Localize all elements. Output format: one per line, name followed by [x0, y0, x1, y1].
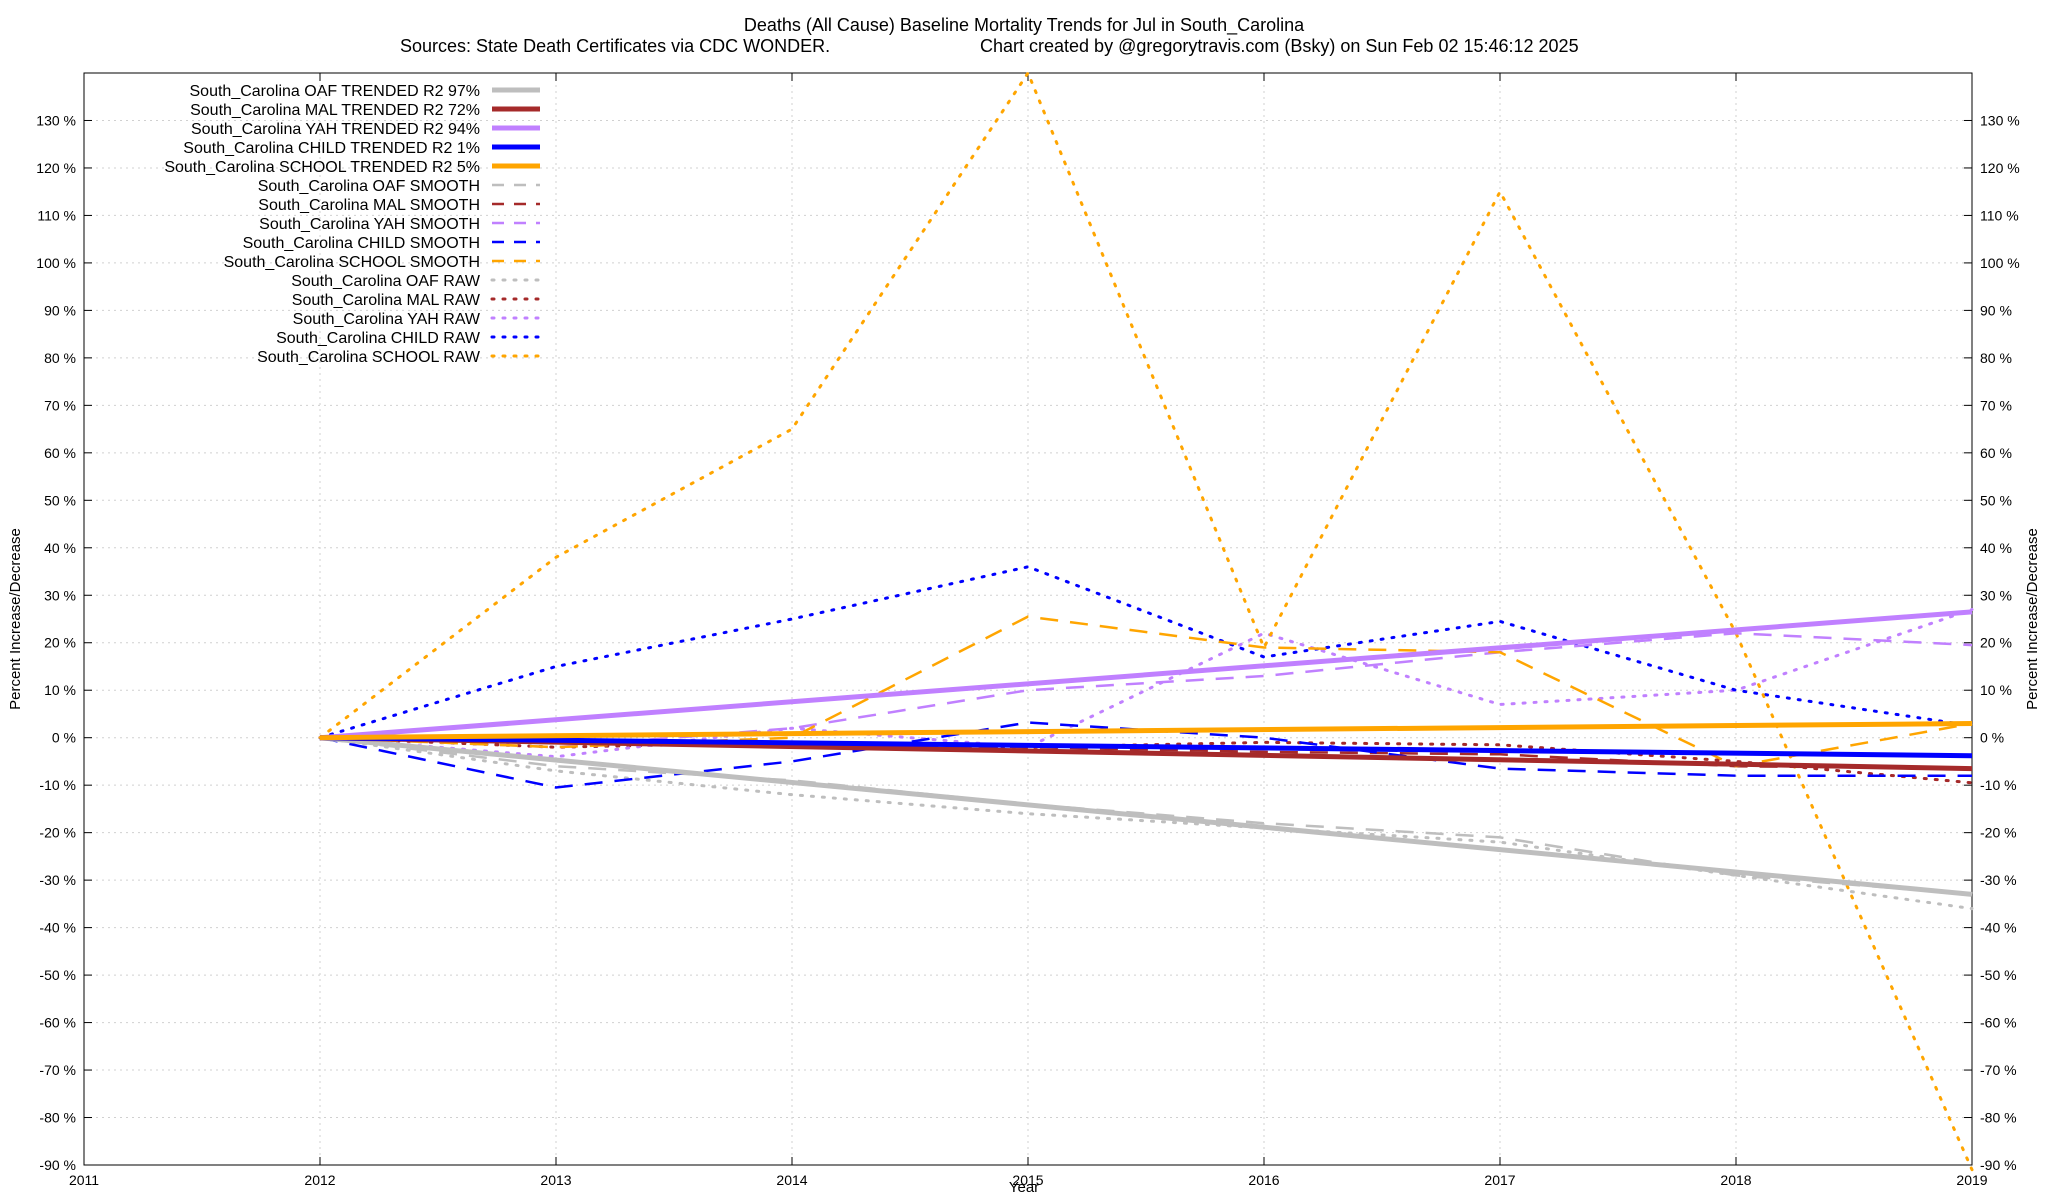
y-tick-label: -40 % — [39, 920, 76, 936]
y2-tick-label: -20 % — [1980, 825, 2017, 841]
y2-tick-label: -50 % — [1980, 967, 2017, 983]
y2-tick-label: 30 % — [1980, 587, 2012, 603]
ticks-layer: 2011 2012 2013 2014 2015 2016 2017 2018 2019-90 … — [36, 73, 2020, 1188]
y2-tick-label: -40 % — [1980, 920, 2017, 936]
x-tick-label: 2012 — [304, 1172, 335, 1188]
y2-tick-label: 130 % — [1980, 112, 2020, 128]
y2-tick-label: 60 % — [1980, 445, 2012, 461]
y2-tick-label: 120 % — [1980, 160, 2020, 176]
y2-tick-label: 50 % — [1980, 492, 2012, 508]
x-tick-label: 2015 — [1012, 1172, 1043, 1188]
y-tick-label: -10 % — [39, 777, 76, 793]
y-tick-label: 70 % — [44, 397, 76, 413]
x-tick-label: 2018 — [1720, 1172, 1751, 1188]
y2-tick-label: 110 % — [1980, 207, 2019, 223]
y2-tick-label: -60 % — [1980, 1015, 2017, 1031]
legend-label-south-carolina-child-raw: South_Carolina CHILD RAW — [276, 330, 481, 347]
y2-tick-label: -10 % — [1980, 777, 2017, 793]
legend-label-south-carolina-mal-raw: South_Carolina MAL RAW — [292, 292, 481, 309]
y-tick-label: -90 % — [39, 1157, 76, 1173]
series-layer — [318, 69, 1974, 1172]
y-tick-label: 30 % — [44, 587, 76, 603]
y-tick-label: -80 % — [39, 1110, 76, 1126]
legend-label-south-carolina-oaf-raw: South_Carolina OAF RAW — [291, 273, 481, 290]
y-tick-label: 50 % — [44, 492, 76, 508]
y2-tick-label: -90 % — [1980, 1157, 2017, 1173]
grid-layer — [83, 73, 1973, 1166]
x-tick-label: 2016 — [1248, 1172, 1279, 1188]
series-line-south-carolina-child-smooth — [319, 721, 1972, 789]
y-tick-label: 80 % — [44, 350, 76, 366]
legend-label-south-carolina-mal-trended-r2-72: South_Carolina MAL TRENDED R2 72% — [190, 102, 480, 119]
series-line-south-carolina-child-raw — [318, 565, 1974, 740]
x-tick-label: 2014 — [776, 1172, 807, 1188]
y2-tick-label: 80 % — [1980, 350, 2012, 366]
y2-tick-label: 90 % — [1980, 302, 2012, 318]
y-tick-label: -50 % — [39, 967, 76, 983]
y-axis-label: Percent Increase/Decrease — [7, 528, 24, 710]
series-line-south-carolina-yah-raw — [318, 608, 1974, 759]
y2-tick-label: -80 % — [1980, 1110, 2017, 1126]
y-tick-label: -70 % — [39, 1062, 76, 1078]
x-tick-label: 2011 — [69, 1172, 99, 1188]
y-tick-label: 10 % — [44, 682, 76, 698]
legend-label-south-carolina-school-trended-r2-5: South_Carolina SCHOOL TRENDED R2 5% — [164, 159, 480, 176]
y-tick-label: -30 % — [39, 872, 76, 888]
series-line-south-carolina-yah-trended-r2-94 — [319, 609, 1973, 741]
legend-label-south-carolina-child-trended-r2-1: South_Carolina CHILD TRENDED R2 1% — [183, 140, 480, 157]
y-tick-label: 60 % — [44, 445, 76, 461]
y2-tick-label: -70 % — [1980, 1062, 2017, 1078]
y-tick-label: -20 % — [39, 825, 76, 841]
chart-subtitle-sources: Sources: State Death Certificates via CD… — [400, 36, 830, 56]
x-tick-label: 2017 — [1484, 1172, 1515, 1188]
legend-label-south-carolina-yah-raw: South_Carolina YAH RAW — [293, 311, 481, 328]
y-tick-label: 110 % — [37, 207, 76, 223]
legend-label-south-carolina-school-smooth: South_Carolina SCHOOL SMOOTH — [224, 254, 480, 271]
y-tick-label: 20 % — [44, 635, 76, 651]
legend-label-south-carolina-oaf-smooth: South_Carolina OAF SMOOTH — [258, 178, 480, 195]
x-axis-label: Year — [1009, 1179, 1039, 1196]
y2-tick-label: 70 % — [1980, 397, 2012, 413]
y-tick-label: 40 % — [44, 540, 76, 556]
legend-label-south-carolina-child-smooth: South_Carolina CHILD SMOOTH — [243, 235, 480, 252]
chart-title: Deaths (All Cause) Baseline Mortality Tr… — [744, 15, 1305, 36]
legend-label-south-carolina-oaf-trended-r2-97: South_Carolina OAF TRENDED R2 97% — [190, 83, 481, 100]
y-tick-label: -60 % — [39, 1015, 76, 1031]
legend-label-south-carolina-yah-trended-r2-94: South_Carolina YAH TRENDED R2 94% — [191, 121, 480, 138]
y2-tick-label: 100 % — [1980, 255, 2020, 271]
y2-axis-label: Percent Increase/Decrease — [2024, 528, 2041, 710]
series-line-south-carolina-school-trended-r2-5 — [319, 721, 1973, 741]
series-line-south-carolina-child-trended-r2-1 — [319, 735, 1973, 759]
y2-tick-label: 40 % — [1980, 540, 2012, 556]
series-line-south-carolina-school-smooth — [319, 615, 1973, 768]
x-tick-label: 2013 — [540, 1172, 571, 1188]
y-tick-label: 130 % — [36, 112, 76, 128]
y2-tick-label: 0 % — [1980, 730, 2004, 746]
y-tick-label: 120 % — [36, 160, 76, 176]
series-line-south-carolina-oaf-raw — [318, 736, 1974, 911]
x-tick-label: 2019 — [1956, 1172, 1987, 1188]
legend-label-south-carolina-mal-smooth: South_Carolina MAL SMOOTH — [258, 197, 480, 214]
y2-tick-label: -30 % — [1980, 872, 2017, 888]
y2-tick-label: 20 % — [1980, 635, 2012, 651]
legend: South_Carolina OAF TRENDED R2 97% South_C… — [164, 83, 542, 366]
series-line-south-carolina-school-raw — [318, 69, 1974, 1172]
legend-label-south-carolina-yah-smooth: South_Carolina YAH SMOOTH — [259, 216, 480, 233]
y-tick-label: 90 % — [44, 302, 76, 318]
y-tick-label: 100 % — [36, 255, 76, 271]
y2-tick-label: 10 % — [1980, 682, 2012, 698]
legend-label-south-carolina-school-raw: South_Carolina SCHOOL RAW — [257, 349, 481, 366]
y-tick-label: 0 % — [52, 730, 76, 746]
series-line-south-carolina-oaf-trended-r2-97 — [319, 735, 1973, 897]
chart-subtitle-credit: Chart created by @gregorytravis.com (Bsk… — [980, 36, 1579, 56]
